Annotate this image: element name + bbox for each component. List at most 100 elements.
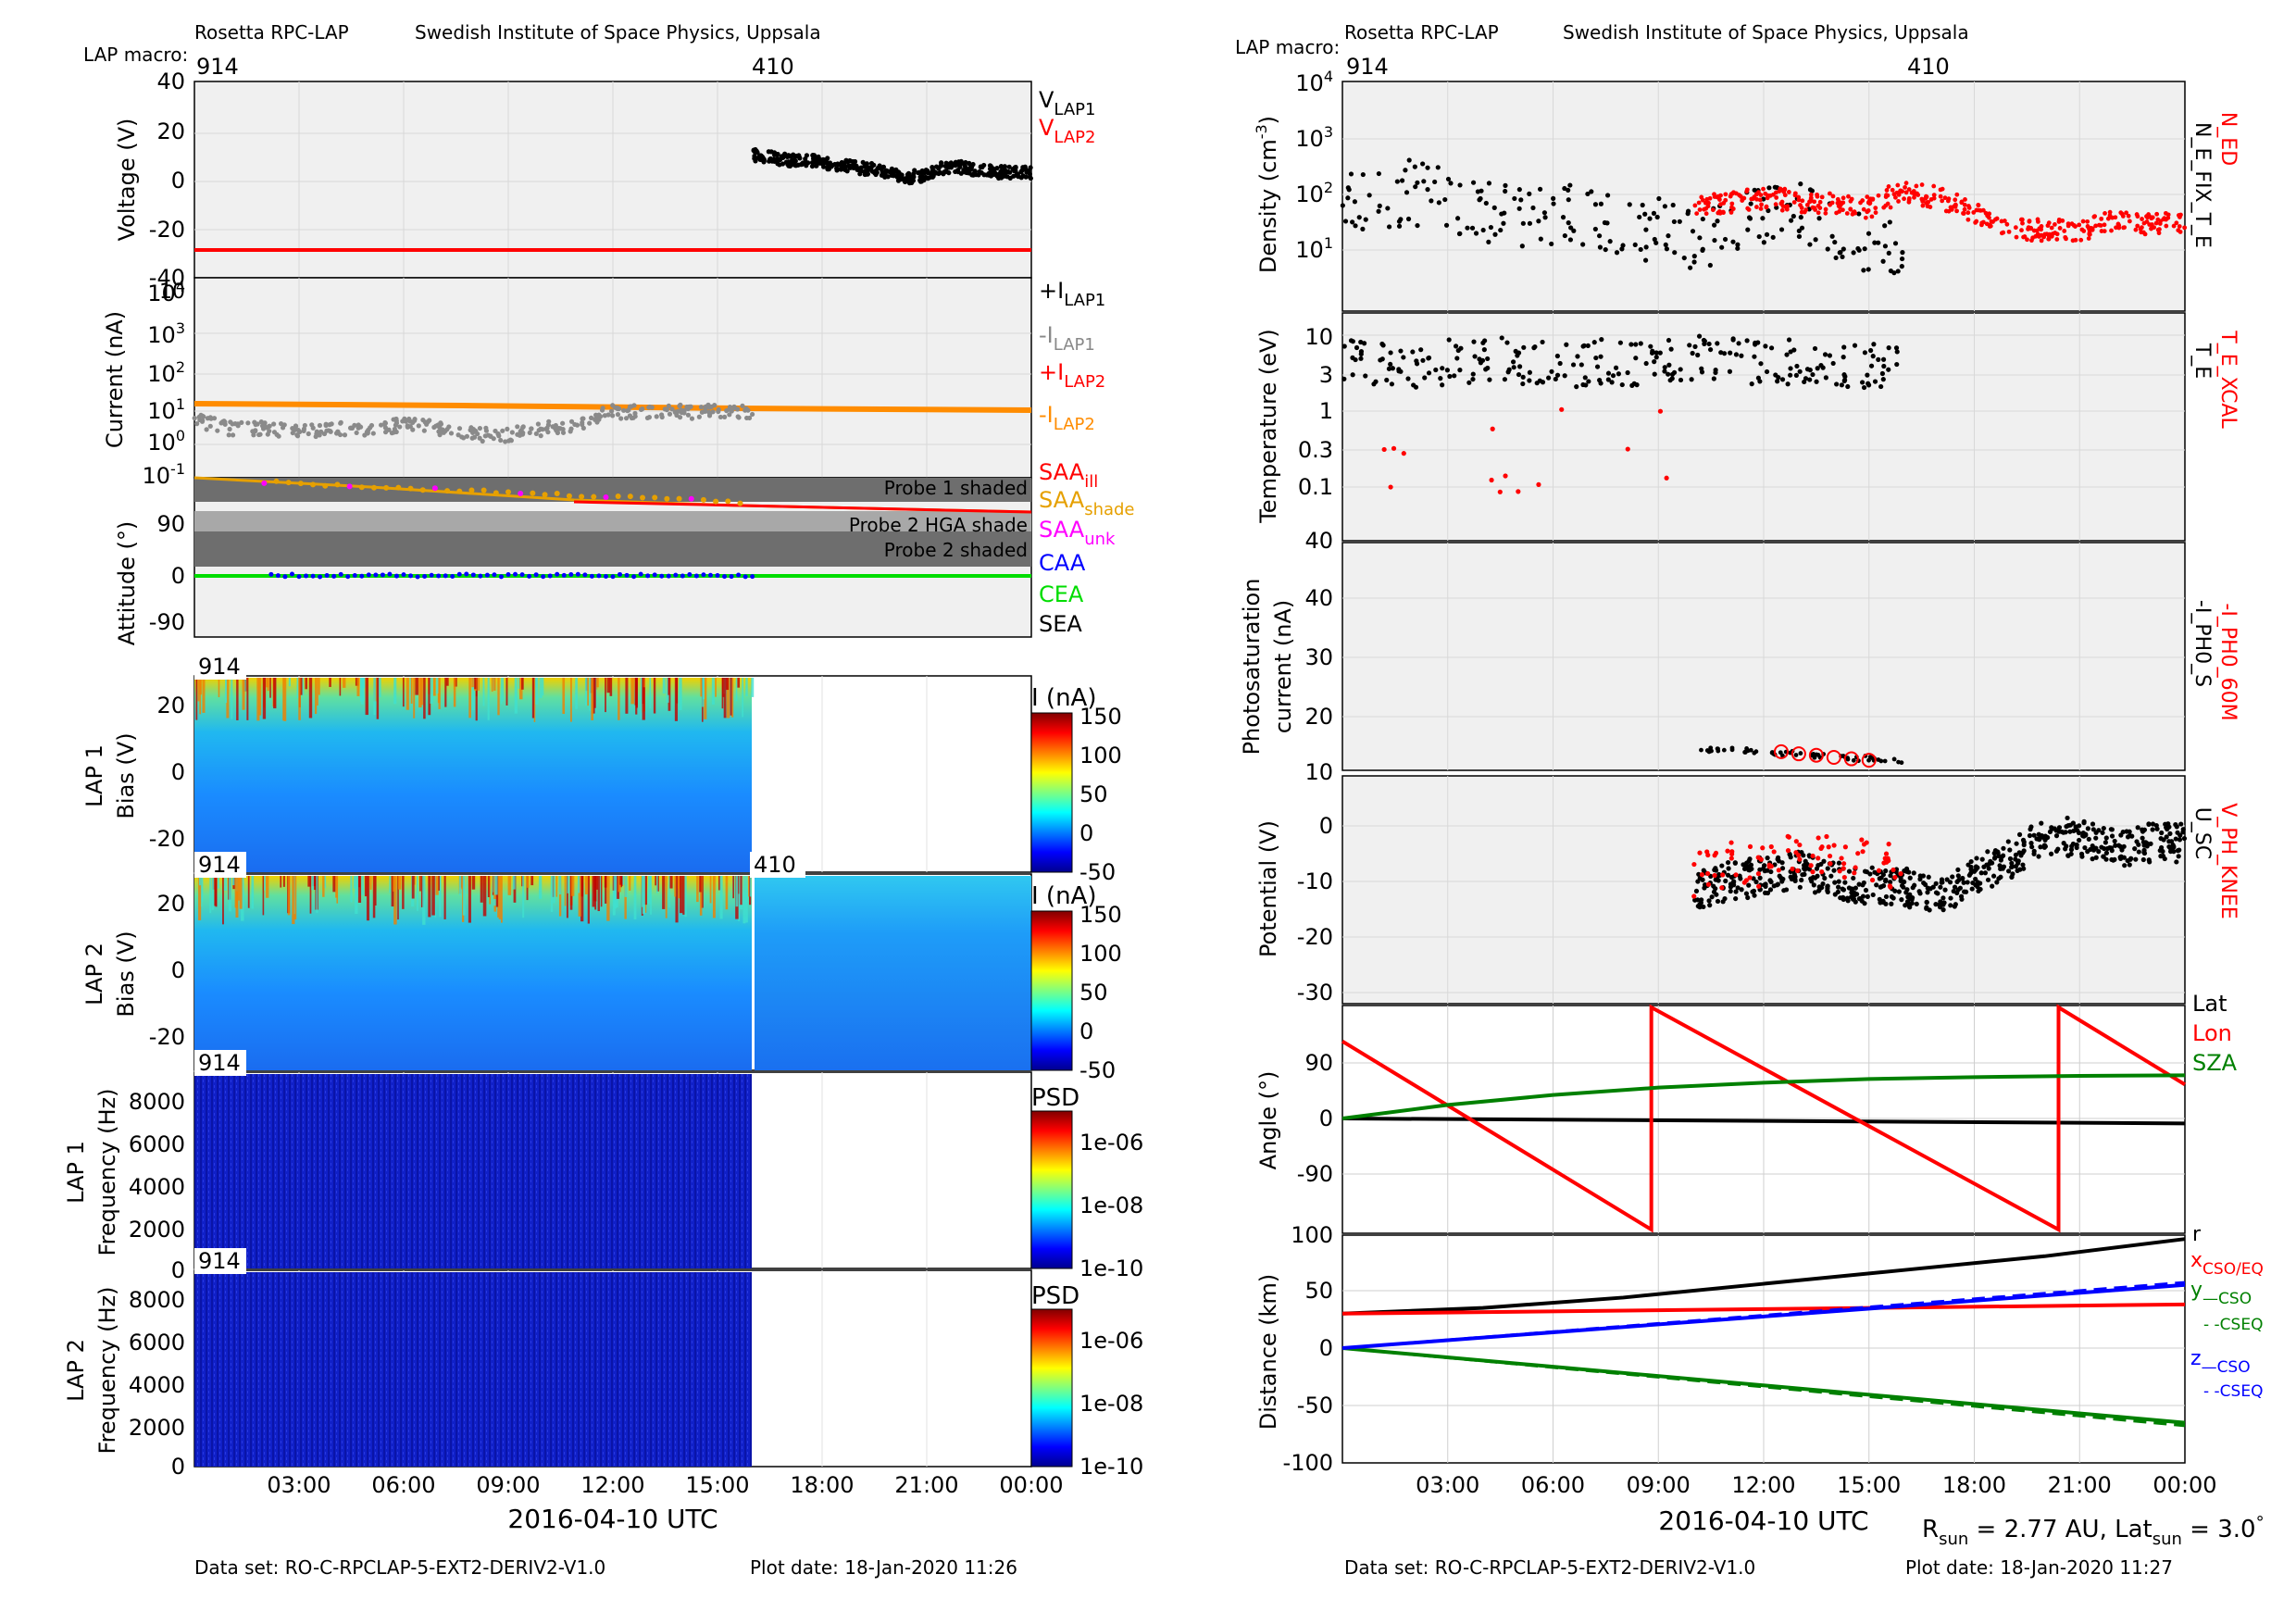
u-sc-point <box>1968 858 1974 865</box>
bias-streak <box>679 678 682 710</box>
density-tick-1e4: 104 <box>1295 68 1333 96</box>
n-ed-point <box>2026 227 2030 231</box>
bias-streak <box>555 876 558 897</box>
bias-streak <box>343 678 346 688</box>
v-lap1-point <box>998 163 1004 169</box>
temperature-point <box>1886 367 1891 372</box>
u-sc-point <box>1942 887 1948 893</box>
v-lap1-point <box>906 181 913 186</box>
i-lap1-point <box>370 431 376 436</box>
bias-streak <box>606 876 610 921</box>
bias-streak <box>374 876 377 906</box>
v-lap1-point <box>1006 164 1012 169</box>
density-point <box>1888 268 1894 274</box>
u-sc-point <box>1996 876 2002 881</box>
current-tick-1e0: 100 <box>147 427 185 456</box>
density-point <box>1798 215 1803 220</box>
u-sc-point <box>2056 825 2063 831</box>
saa-marker <box>383 484 390 491</box>
density-point <box>1597 244 1603 250</box>
temperature-point <box>1638 341 1643 346</box>
n-ed-point <box>2107 213 2113 219</box>
i-lap1-point <box>410 419 416 425</box>
bias-streak <box>195 678 198 720</box>
temperature-point <box>1678 367 1683 372</box>
i-lap1-point <box>204 427 209 432</box>
bias-streak <box>366 876 370 921</box>
i-lap1-point <box>517 432 523 438</box>
x-tick-label: 15:00 <box>685 1472 749 1498</box>
bias-streak <box>365 678 368 716</box>
bias-streak <box>625 678 629 714</box>
panel-photosaturation: 40 30 20 10 Photosaturation current (nA)… <box>1239 542 2240 785</box>
v-ph-knee-point <box>1860 849 1866 855</box>
bias-streak <box>589 678 592 711</box>
bias-streak <box>420 678 423 706</box>
bias-streak <box>737 678 741 688</box>
bias-streak <box>458 876 462 895</box>
n-ed-point <box>2171 223 2177 229</box>
v-ph-knee-point <box>1827 853 1833 859</box>
temperature-point <box>1426 356 1431 361</box>
temperature-point <box>1546 375 1552 381</box>
density-point <box>1377 203 1382 208</box>
n-ed-point <box>1886 184 1891 189</box>
v-lap1-point <box>825 164 831 169</box>
temperature-point <box>1422 375 1428 381</box>
temperature-point <box>1812 345 1818 352</box>
bias-streak <box>258 678 262 716</box>
caa-marker <box>352 573 357 579</box>
density-point <box>1764 231 1770 237</box>
saa-marker <box>737 500 743 506</box>
i-lap1-point <box>477 435 482 441</box>
legend-i-ph0-s: -I_PH0_S <box>2190 600 2214 687</box>
v-ph-knee-point <box>1831 843 1837 848</box>
u-sc-point <box>1953 902 1958 907</box>
density-point <box>1707 262 1713 269</box>
temperature-point <box>1520 374 1526 380</box>
u-sc-point <box>1836 860 1842 866</box>
density-point <box>1685 211 1691 217</box>
u-sc-point <box>2096 849 2102 855</box>
current-tick-1e3: 103 <box>147 319 185 348</box>
lap1-bias-tag-bg <box>194 654 246 680</box>
temperature-point <box>1510 359 1516 365</box>
i-lap1-point <box>677 403 682 408</box>
temperature-point <box>1341 344 1347 349</box>
u-sc-point <box>2001 845 2006 851</box>
density-point <box>1882 244 1889 249</box>
u-sc-point <box>1903 903 1908 908</box>
bias-streak <box>460 876 463 890</box>
bias-streak <box>489 876 492 905</box>
n-ed-point <box>2109 228 2114 233</box>
n-ed-point <box>1920 199 1926 204</box>
bias-streak <box>311 876 315 891</box>
density-point <box>1809 188 1815 194</box>
density-point <box>1798 181 1803 187</box>
bias-streak <box>668 678 670 695</box>
caa-marker <box>498 574 504 580</box>
panel-density: 104 103 102 101 Density (cm-3) N_ED N_E_… <box>1253 68 2240 312</box>
temperature-point <box>1822 352 1828 357</box>
potential-points <box>1691 815 2188 913</box>
x-tick-label: 03:00 <box>267 1472 331 1498</box>
band-label-probe2-hga: Probe 2 HGA shade <box>849 514 1028 536</box>
n-ed-point <box>1816 210 1821 216</box>
u-sc-point <box>1870 892 1876 898</box>
temperature-point <box>1662 369 1667 374</box>
n-ed-point <box>2177 230 2183 234</box>
bias-streak <box>676 678 679 704</box>
n-ed-point <box>2046 220 2052 226</box>
u-sc-point <box>2090 856 2095 862</box>
i-lap1-point <box>381 421 388 427</box>
density-point <box>1746 215 1753 220</box>
bias-streak <box>378 678 381 697</box>
colorbar-lap2-bias <box>1030 910 1073 1071</box>
caa-marker <box>304 573 309 579</box>
bias-streak <box>535 678 539 705</box>
temperature-point <box>1692 344 1698 349</box>
v-ph-knee-point <box>1705 881 1712 887</box>
i-lap1-point <box>685 406 691 412</box>
v-ph-knee-point <box>1898 871 1903 877</box>
u-sc-point <box>1797 884 1803 890</box>
